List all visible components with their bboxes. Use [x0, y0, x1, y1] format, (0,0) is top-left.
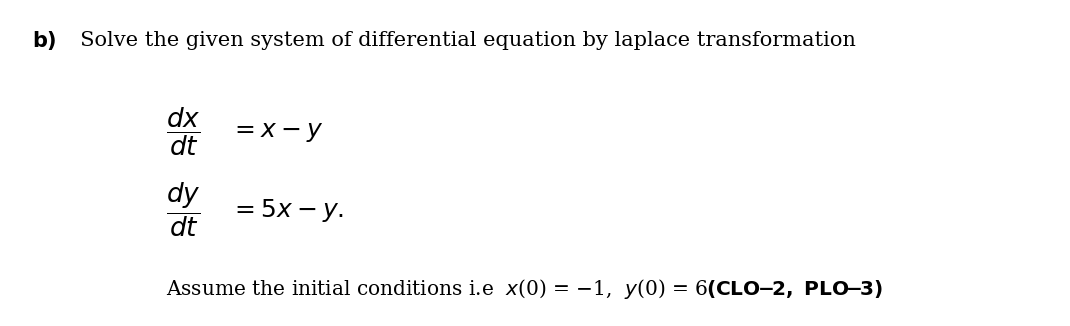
Text: Assume the initial conditions i.e  $x$(0) = $-$1,  $y$(0) = 6.: Assume the initial conditions i.e $x$(0)… — [166, 276, 714, 301]
Text: $\mathbf{(CLO\!\!-\!\!2,\ PLO\!\!-\!\!3)}$: $\mathbf{(CLO\!\!-\!\!2,\ PLO\!\!-\!\!3)… — [706, 277, 884, 300]
Text: $= x - y$: $= x - y$ — [230, 120, 323, 144]
Text: Solve the given system of differential equation by laplace transformation: Solve the given system of differential e… — [67, 31, 856, 50]
Text: $\bf{b)}$: $\bf{b)}$ — [32, 29, 57, 52]
Text: $\dfrac{dx}{dt}$: $\dfrac{dx}{dt}$ — [166, 106, 200, 158]
Text: $= 5x - y.$: $= 5x - y.$ — [230, 197, 345, 224]
Text: $\dfrac{dy}{dt}$: $\dfrac{dy}{dt}$ — [166, 181, 200, 239]
